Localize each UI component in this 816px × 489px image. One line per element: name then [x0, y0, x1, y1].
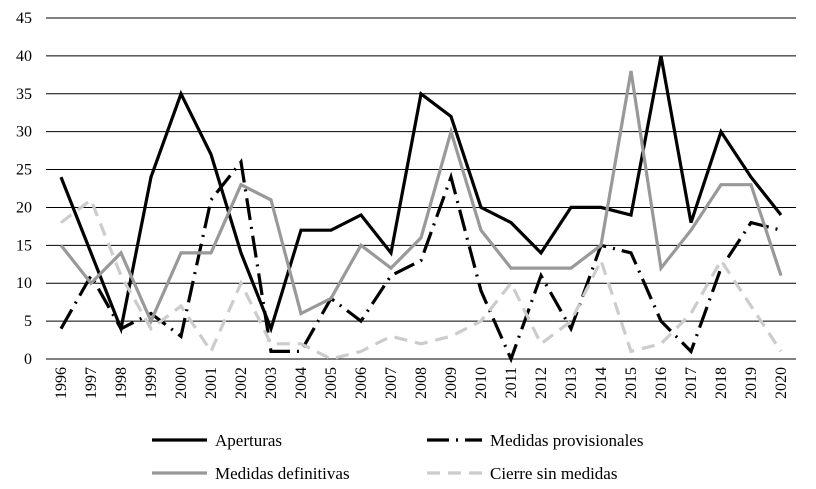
- x-tick-label: 2001: [203, 367, 220, 399]
- legend-label-2: Medidas provisionales: [490, 431, 643, 450]
- legend-label-4: Cierre sin medidas: [490, 464, 617, 483]
- y-tick-label: 10: [16, 275, 32, 292]
- series-line-3: [59, 70, 783, 326]
- y-tick-label: 15: [16, 237, 32, 254]
- x-tick-label: 2012: [533, 367, 550, 399]
- x-tick-label: 2004: [293, 367, 310, 399]
- legend-label-3: Medidas definitivas: [215, 464, 350, 483]
- x-tick-label: 2002: [233, 367, 250, 399]
- y-tick-label: 35: [16, 86, 32, 103]
- x-tick-label: 2016: [653, 367, 670, 399]
- series-line-4: [60, 197, 783, 361]
- x-tick-label: 2013: [563, 367, 580, 399]
- y-tick-label: 20: [16, 199, 32, 216]
- y-tick-label: 30: [16, 124, 32, 141]
- x-tick-label: 2011: [503, 367, 520, 398]
- y-tick-label: 40: [16, 48, 32, 65]
- y-tick-label: 45: [16, 10, 32, 27]
- x-tick-label: 2020: [773, 367, 790, 399]
- gridlines: [46, 17, 796, 360]
- y-tick-label: 5: [24, 313, 32, 330]
- legend: Aperturas Medidas provisionales Medidas de…: [152, 431, 643, 483]
- x-tick-label: 2015: [623, 367, 640, 399]
- x-axis-tick-labels: 1996 1997 1998 1999 2000 2001 2002 2003 2004 2005…: [53, 367, 790, 399]
- x-tick-label: 1999: [143, 367, 160, 399]
- series-line-1: [59, 55, 783, 335]
- x-tick-label: 2018: [713, 367, 730, 399]
- y-tick-label: 0: [24, 351, 32, 368]
- x-tick-label: 2017: [683, 367, 700, 399]
- series-lines: [59, 55, 783, 364]
- legend-label-1: Aperturas: [215, 431, 282, 450]
- x-tick-label: 2003: [263, 367, 280, 399]
- x-tick-label: 1998: [113, 367, 130, 399]
- x-tick-label: 2000: [173, 367, 190, 399]
- y-tick-label: 25: [16, 162, 32, 179]
- x-tick-label: 2007: [383, 367, 400, 399]
- x-tick-label: 2010: [473, 367, 490, 399]
- x-tick-label: 2014: [593, 367, 610, 399]
- x-tick-label: 1996: [53, 367, 70, 399]
- x-tick-label: 2005: [323, 367, 340, 399]
- y-axis-tick-labels: 0 5 10 15 20 25 30 35 40 45: [16, 10, 32, 368]
- x-tick-label: 1997: [83, 367, 100, 399]
- x-tick-label: 2019: [743, 367, 760, 399]
- x-tick-label: 2006: [353, 367, 370, 399]
- x-tick-label: 2008: [413, 367, 430, 399]
- x-tick-label: 2009: [443, 367, 460, 399]
- series-line-2: [59, 158, 782, 364]
